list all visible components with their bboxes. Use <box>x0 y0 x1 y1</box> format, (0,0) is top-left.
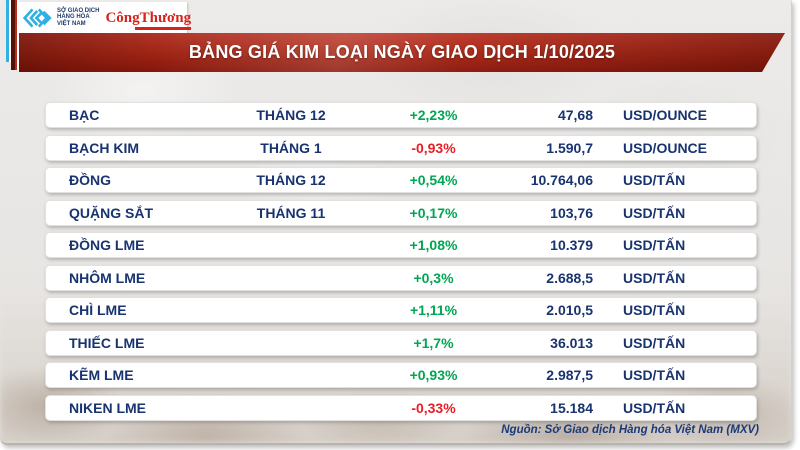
table-row: NHÔM LME +0,3% 2.688,5 USD/TẤN <box>45 264 757 291</box>
mxv-logo-line3: VIỆT NAM <box>57 20 86 27</box>
mxv-logo-text: SỞ GIAO DỊCH HÀNG HÓA VIỆT NAM <box>57 8 99 28</box>
mxv-chevrons-icon <box>22 7 52 28</box>
price-value: 36.013 <box>550 334 593 351</box>
commodity-name: KẼM LME <box>69 367 134 383</box>
accent-stripe-red <box>15 0 17 70</box>
table-row: ĐỒNG LME +1,08% 10.379 USD/TẤN <box>45 232 757 258</box>
change-percent: +0,93% <box>409 367 458 383</box>
cong-thuong-logo: CôngThương <box>105 9 192 30</box>
commodity-name: QUẶNG SẮT <box>69 204 153 221</box>
change-percent: +0,17% <box>409 204 458 221</box>
table-row: NIKEN LME -0,33% 15.184 USD/TẤN <box>45 394 757 421</box>
accent-stripe-white <box>9 0 11 62</box>
mxv-logo-line2: HÀNG HÓA <box>57 14 90 21</box>
mxv-logo-line1: SỞ GIAO DỊCH <box>57 7 100 14</box>
title-banner: BẢNG GIÁ KIM LOẠI NGÀY GIAO DỊCH 1/10/20… <box>19 33 785 72</box>
price-unit: USD/TẤN <box>623 172 686 188</box>
page-title: BẢNG GIÁ KIM LOẠI NGÀY GIAO DỊCH 1/10/20… <box>188 42 616 62</box>
table-row: CHÌ LME +1,11% 2.010,5 USD/TẤN <box>45 297 757 323</box>
contract-month: THÁNG 12 <box>256 107 326 123</box>
contract-month: THÁNG 11 <box>256 204 326 221</box>
price-unit: USD/TẤN <box>623 399 686 416</box>
commodity-name: BẠCH KIM <box>69 139 139 156</box>
contract-month: THÁNG 12 <box>256 172 326 188</box>
price-unit: USD/TẤN <box>623 237 686 253</box>
table-row: KẼM LME +0,93% 2.987,5 USD/TẤN <box>45 362 757 388</box>
price-unit: USD/TẤN <box>623 367 686 383</box>
accent-stripe-cyan <box>6 0 9 62</box>
contract-month: THÁNG 1 <box>260 139 322 156</box>
price-value: 47,68 <box>557 107 593 123</box>
price-value: 15.184 <box>550 399 593 416</box>
price-table: BẠC THÁNG 12 +2,23% 47,68 USD/OUNCE BẠCH… <box>45 102 757 421</box>
change-percent: +1,7% <box>413 334 454 351</box>
commodity-name: NHÔM LME <box>69 269 146 286</box>
accent-stripe-maroon <box>11 0 15 70</box>
cong-thuong-logo-text: CôngThương <box>105 9 192 26</box>
price-value: 1.590,7 <box>546 139 593 156</box>
price-unit: USD/OUNCE <box>623 139 708 156</box>
price-unit: USD/TẤN <box>623 302 686 318</box>
table-row: ĐỒNG THÁNG 12 +0,54% 10.764,06 USD/TẤN <box>45 167 757 193</box>
commodity-name: CHÌ LME <box>69 302 127 318</box>
price-value: 2.987,5 <box>546 367 593 383</box>
price-unit: USD/TẤN <box>623 204 686 221</box>
logo-bar: SỞ GIAO DỊCH HÀNG HÓA VIỆT NAM CôngThươn… <box>19 2 192 33</box>
change-percent: -0,33% <box>411 399 456 416</box>
price-value: 10.379 <box>550 237 593 253</box>
commodity-name: BẠC <box>69 107 100 123</box>
commodity-name: ĐỒNG <box>69 172 111 188</box>
price-value: 2.010,5 <box>546 302 593 318</box>
commodity-name: ĐỒNG LME <box>69 237 145 253</box>
cong-thuong-logo-bar <box>135 26 192 30</box>
table-row: THIẾC LME +1,7% 36.013 USD/TẤN <box>45 329 757 356</box>
commodity-name: THIẾC LME <box>69 334 145 351</box>
table-row: QUẶNG SẮT THÁNG 11 +0,17% 103,76 USD/TẤN <box>45 199 757 226</box>
price-value: 10.764,06 <box>530 172 593 188</box>
table-row: BẠCH KIM THÁNG 1 -0,93% 1.590,7 USD/OUNC… <box>45 134 757 161</box>
source-credit: Nguồn: Sở Giao dịch Hàng hóa Việt Nam (M… <box>501 424 759 436</box>
change-percent: +0,54% <box>409 172 458 188</box>
change-percent: +0,3% <box>413 269 454 286</box>
price-value: 103,76 <box>550 204 593 221</box>
change-percent: +1,11% <box>409 302 458 318</box>
price-unit: USD/TẤN <box>623 269 686 286</box>
price-unit: USD/TẤN <box>623 334 686 351</box>
accent-stripe-white2 <box>17 0 19 70</box>
commodity-name: NIKEN LME <box>69 399 146 416</box>
change-percent: +2,23% <box>409 107 458 123</box>
change-percent: -0,93% <box>411 139 456 156</box>
table-row: BẠC THÁNG 12 +2,23% 47,68 USD/OUNCE <box>45 102 757 128</box>
price-value: 2.688,5 <box>546 269 593 286</box>
price-board-card: SỞ GIAO DỊCH HÀNG HÓA VIỆT NAM CôngThươn… <box>0 0 792 445</box>
change-percent: +1,08% <box>409 237 458 253</box>
price-unit: USD/OUNCE <box>623 107 708 123</box>
